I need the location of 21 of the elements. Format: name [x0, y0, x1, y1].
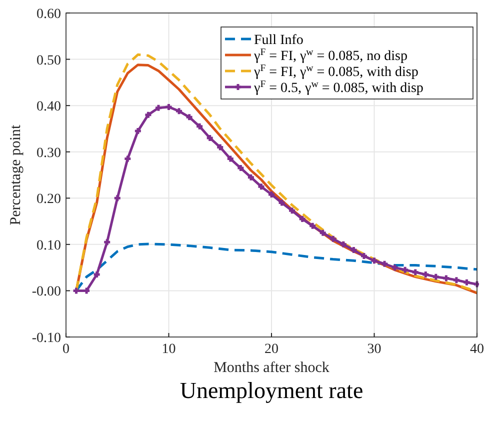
- y-tick-label: -0.10: [32, 331, 61, 346]
- x-tick-label: 30: [367, 342, 382, 357]
- y-tick-label: 0.40: [36, 100, 61, 115]
- y-tick-label: 0.30: [36, 146, 61, 161]
- y-tick-label: 0.10: [36, 238, 61, 254]
- y-tick-label: 0.60: [36, 7, 61, 22]
- line-series: [75, 242, 478, 292]
- y-tick-label: -0.00: [32, 284, 61, 300]
- y-tick-label: 0.20: [36, 192, 61, 208]
- legend-label: γ$^{F}$ = 0.5, γ$^{w}$ = 0.085, with disp: [253, 78, 424, 96]
- x-tick-label: 20: [264, 342, 278, 357]
- x-axis-title: Months after shock: [214, 360, 330, 376]
- legend-label: γ$^{F}$ = FI, γ$^{w}$ = 0.085, no disp: [253, 46, 408, 64]
- y-axis-title: Percentage point: [8, 124, 24, 226]
- x-tick-label: 40: [470, 342, 484, 357]
- x-tick-label: 10: [162, 342, 176, 357]
- legend-label: Full Info: [254, 33, 304, 48]
- y-tick-label: 0.50: [36, 53, 61, 68]
- x-tick-label: 0: [62, 342, 70, 357]
- legend-label: γ$^{F}$ = FI, γ$^{w}$ = 0.085, with disp: [253, 62, 418, 80]
- text: Unemployment rate: [180, 378, 364, 403]
